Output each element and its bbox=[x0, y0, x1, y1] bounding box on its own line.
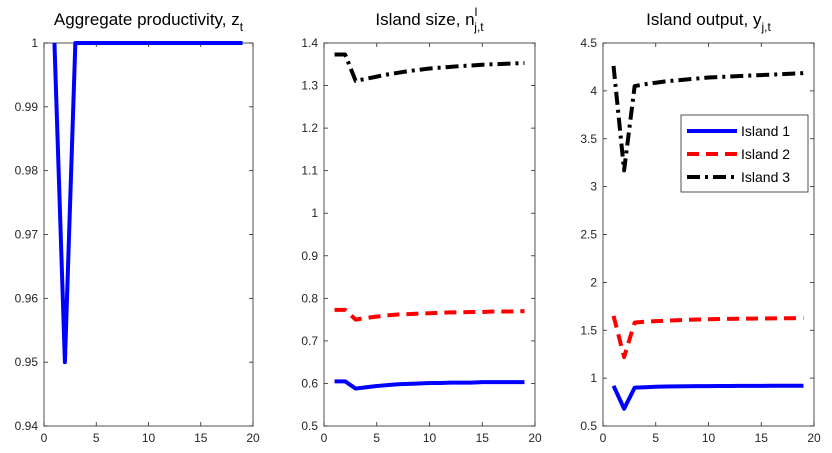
y-tick-label: 0.8 bbox=[301, 291, 318, 305]
y-tick-label: 0.7 bbox=[301, 334, 318, 348]
axes-box bbox=[602, 42, 815, 427]
y-tick-label: 4 bbox=[590, 84, 597, 98]
y-tick-label: 0.96 bbox=[15, 291, 39, 305]
y-tick-label: 0.98 bbox=[15, 164, 39, 178]
series-line-island-2 bbox=[611, 315, 804, 360]
y-tick-label: 3.5 bbox=[580, 132, 597, 146]
legend-label-island-3: Island 3 bbox=[741, 169, 790, 185]
legend-label-island-1: Island 1 bbox=[741, 123, 790, 139]
x-tick-label: 5 bbox=[652, 431, 659, 445]
series-group bbox=[334, 52, 525, 391]
y-tick-label: 1 bbox=[311, 206, 318, 220]
series-group bbox=[52, 41, 243, 365]
y-tick-label: 0.97 bbox=[15, 228, 39, 242]
chart-panel-1: 0 5 10 15 20 0.94 0.95 0.96 0.97 0.98 0.99 1 Aggrega… bbox=[15, 10, 260, 445]
x-tick-label: 10 bbox=[142, 431, 156, 445]
y-tick-label: 0.99 bbox=[15, 100, 39, 114]
chart-title-superscript: l bbox=[475, 5, 478, 19]
y-tick-label: 1.5 bbox=[580, 323, 597, 337]
chart-title-subscript: j,t bbox=[473, 20, 484, 34]
y-tick-label: 1.1 bbox=[301, 164, 318, 178]
chart-title: Aggregate productivity, zt bbox=[54, 10, 244, 34]
series-line-3 bbox=[334, 52, 525, 83]
charts-root: 0 5 10 15 200.940.950.960.970.980.991Aggrega… bbox=[15, 5, 821, 445]
legend-box bbox=[680, 114, 809, 193]
y-tick-label: 1.2 bbox=[301, 121, 318, 135]
series-group bbox=[611, 65, 804, 411]
legend: Island 1 Island 2 Island 3 bbox=[680, 114, 809, 193]
series-line-1 bbox=[334, 379, 525, 391]
y-tick-label: 2.5 bbox=[580, 228, 597, 242]
series-line-island-3 bbox=[611, 65, 804, 173]
x-tick-label: 20 bbox=[528, 431, 542, 445]
series-line-1 bbox=[52, 41, 243, 365]
x-tick-label: 0 bbox=[41, 431, 48, 445]
y-tick-label: 3 bbox=[590, 180, 597, 194]
x-tick-label: 10 bbox=[702, 431, 716, 445]
y-tick-label: 0.6 bbox=[301, 376, 318, 390]
series-line-island-1 bbox=[611, 383, 804, 411]
chart-title: Island size, nl j,t bbox=[375, 5, 484, 34]
x-tick-label: 5 bbox=[373, 431, 380, 445]
y-tick-label: 1.4 bbox=[301, 36, 318, 50]
chart-title-main: Aggregate productivity, z bbox=[54, 10, 240, 29]
axes-box bbox=[43, 42, 254, 427]
y-tick-label: 1 bbox=[31, 36, 38, 50]
series-line-2 bbox=[334, 307, 525, 322]
y-tick-label: 2 bbox=[590, 275, 597, 289]
x-tick-label: 20 bbox=[807, 431, 821, 445]
chart-title-main: Island output, y bbox=[646, 10, 762, 29]
chart-title-subscript: t bbox=[240, 20, 244, 34]
chart-panel-3: 0 5 10 15 20 0.5 1 1.5 2 2.5 3 3.5 4 4.5 Island output… bbox=[580, 10, 821, 445]
x-tick-label: 5 bbox=[93, 431, 100, 445]
chart-title-main: Island size, n bbox=[375, 10, 474, 29]
y-tick-label: 0.5 bbox=[580, 419, 597, 433]
axes-box bbox=[323, 42, 536, 427]
x-tick-label: 0 bbox=[321, 431, 328, 445]
x-tick-label: 15 bbox=[476, 431, 490, 445]
chart-panel-2: 0 5 10 15 20 0.5 0.6 0.7 0.8 0.9 1 1.1 1.2 1.3 1.4 Isla… bbox=[301, 5, 542, 445]
chart-title-subscript: j,t bbox=[760, 20, 771, 34]
x-tick-label: 15 bbox=[194, 431, 208, 445]
x-tick-label: 10 bbox=[423, 431, 437, 445]
y-tick-label: 0.95 bbox=[15, 355, 39, 369]
y-tick-label: 4.5 bbox=[580, 36, 597, 50]
y-tick-label: 1.3 bbox=[301, 79, 318, 93]
x-tick-label: 20 bbox=[246, 431, 260, 445]
y-tick-label: 0.94 bbox=[15, 419, 39, 433]
x-tick-label: 0 bbox=[600, 431, 607, 445]
y-tick-label: 1 bbox=[590, 371, 597, 385]
y-tick-label: 0.5 bbox=[301, 419, 318, 433]
x-tick-label: 15 bbox=[755, 431, 769, 445]
y-tick-label: 0.9 bbox=[301, 249, 318, 263]
legend-label-island-2: Island 2 bbox=[741, 146, 790, 162]
chart-title: Island output, yj,t bbox=[646, 10, 771, 34]
